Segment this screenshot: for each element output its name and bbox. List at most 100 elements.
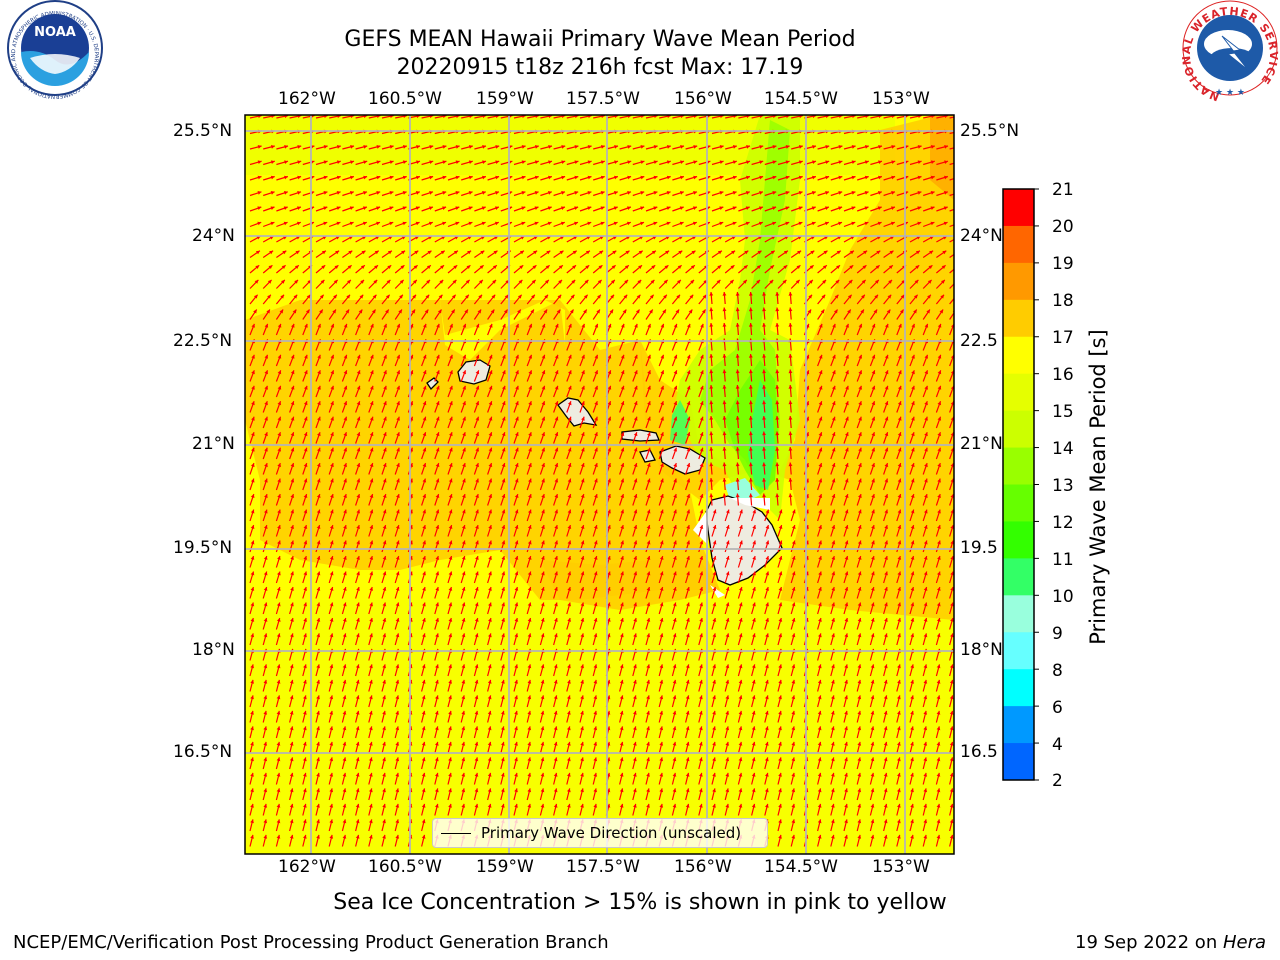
wave-arrow-head: [412, 294, 416, 299]
wave-arrow-head: [489, 323, 493, 328]
wave-arrow-head: [633, 772, 637, 777]
wave-arrow-head: [277, 432, 281, 437]
wave-arrow-head: [857, 664, 862, 669]
wave-arrow-head: [940, 294, 944, 299]
wave-arrow-head: [956, 251, 960, 255]
wave-arrow-head: [762, 369, 766, 374]
wave-arrow-head: [514, 587, 519, 591]
wave-arrow-head: [897, 803, 901, 808]
wave-arrow-head: [461, 602, 466, 607]
wave-arrow-head: [646, 664, 650, 669]
wave-arrow-head: [845, 385, 849, 390]
wave-arrow-head: [910, 463, 915, 468]
wave-arrow-head: [712, 571, 717, 576]
wave-arrow-head: [729, 279, 734, 284]
wave-arrow-head: [883, 695, 888, 700]
wave-arrow-head: [818, 540, 822, 545]
wave-arrow-head: [844, 772, 848, 777]
wave-arrow-head: [250, 741, 254, 746]
wave-arrow-head: [633, 509, 638, 514]
wave-arrow-head: [383, 401, 387, 406]
wave-arrow-head: [722, 478, 727, 482]
wave-arrow-head: [937, 525, 941, 529]
wave-arrow-head: [716, 279, 721, 284]
wave-arrow-head: [788, 447, 793, 451]
wave-arrow: [949, 224, 954, 228]
wave-arrow-head: [884, 540, 888, 545]
wave-arrow-head: [685, 679, 690, 684]
wave-arrow-head: [323, 160, 328, 164]
wave-arrow-head: [619, 772, 624, 777]
wave-arrow-head: [685, 757, 690, 762]
wave-arrow-head: [422, 370, 427, 375]
wave-arrow-head: [864, 145, 869, 149]
wave-arrow-head: [673, 540, 677, 545]
wave-arrow-head: [686, 602, 690, 607]
wave-arrow-head: [343, 354, 348, 359]
wave-arrow-head: [540, 664, 545, 669]
wave-arrow-head: [277, 416, 282, 421]
wave-arrow-head: [462, 494, 466, 498]
wave-arrow-head: [580, 741, 584, 746]
wave-arrow-head: [569, 309, 574, 314]
wave-arrow-head: [290, 540, 294, 545]
wave-arrow-head: [277, 478, 281, 483]
wave-arrow-head: [515, 354, 519, 359]
wave-arrow-head: [514, 726, 518, 731]
wave-arrow-head: [858, 509, 862, 514]
wave-arrow-head: [501, 772, 505, 777]
wave-arrow-head: [356, 618, 360, 622]
wave-arrow-head: [369, 618, 373, 622]
wave-arrow-head: [758, 236, 763, 240]
wave-arrow-head: [857, 757, 862, 762]
wave-arrow-head: [303, 664, 307, 669]
wave-arrow-head: [382, 587, 387, 591]
wave-arrow-head: [898, 370, 902, 375]
wave-arrow-head: [329, 633, 334, 638]
wave-arrow-head: [350, 175, 354, 180]
wave-arrow-head: [770, 250, 775, 255]
wave-arrow-head: [685, 726, 690, 731]
wave-arrow-head: [421, 757, 426, 762]
wave-arrow-head: [778, 571, 783, 576]
wave-arrow: [949, 268, 954, 274]
wave-arrow-head: [336, 206, 341, 210]
wave-arrow-head: [369, 494, 374, 498]
wave-arrow-head: [620, 602, 624, 607]
wave-arrow-head: [748, 447, 753, 451]
wave-arrow-head: [652, 236, 657, 240]
wave-arrow-head: [738, 679, 743, 684]
wave-arrow-head: [303, 602, 307, 607]
wave-arrow-head: [269, 250, 274, 255]
wave-arrow-head: [778, 726, 782, 731]
wave-arrow-head: [527, 540, 532, 545]
wave-arrow-head: [877, 206, 882, 210]
wave-arrow-head: [369, 772, 373, 777]
wave-arrow-head: [289, 788, 294, 793]
wave-arrow-head: [673, 478, 677, 483]
wave-arrow-head: [416, 160, 420, 164]
wave-arrow-head: [805, 370, 810, 375]
wave-arrow-head: [844, 587, 849, 591]
wave-arrow-head: [438, 294, 443, 299]
wave-arrow-head: [543, 309, 548, 314]
wave-arrow-head: [475, 509, 479, 514]
wave-arrow-head: [818, 463, 823, 468]
wave-arrow-head: [659, 726, 664, 731]
wave-arrow-head: [317, 354, 321, 359]
wave-arrow-head: [950, 587, 954, 591]
wave-arrow-head: [488, 370, 493, 375]
wave-arrow-head: [673, 385, 678, 390]
wave-arrow-head: [303, 788, 307, 793]
wave-arrow-head: [264, 401, 268, 406]
wave-arrow-head: [567, 494, 572, 498]
wave-arrow-head: [818, 354, 823, 359]
wave-arrow-head: [376, 145, 381, 149]
wave-arrow-head: [451, 309, 455, 314]
wave-arrow-head: [665, 236, 670, 240]
wave-arrow-head: [898, 385, 902, 390]
wave-arrow-head: [250, 679, 254, 684]
wave-arrow-head: [844, 741, 848, 746]
wave-arrow-head: [759, 160, 764, 164]
wave-arrow-head: [428, 221, 433, 226]
